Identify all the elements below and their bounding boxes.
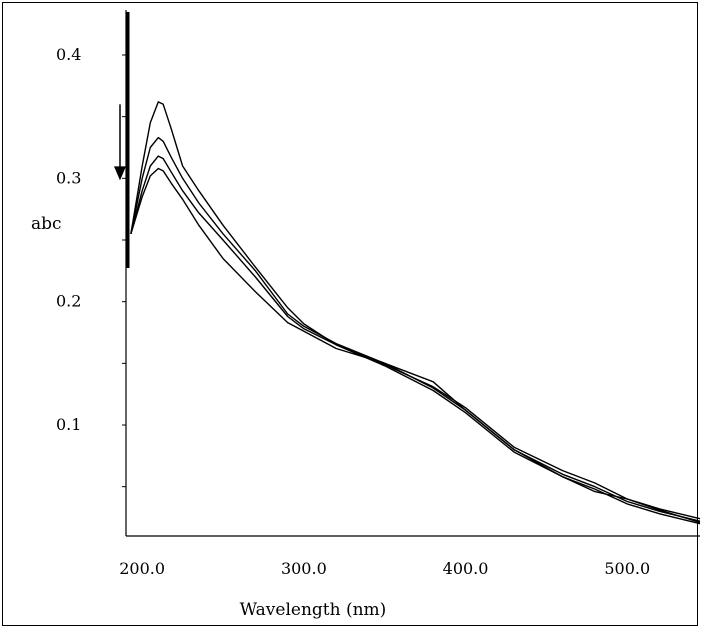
y-tick-label: 0.4 xyxy=(56,45,81,64)
x-tick-label: 300.0 xyxy=(281,559,327,578)
x-tick-label: 500.0 xyxy=(604,559,650,578)
decrease-arrow-head xyxy=(114,166,126,181)
x-tick-label: 400.0 xyxy=(443,559,489,578)
spectrum-series-line-2 xyxy=(130,136,701,522)
y-axis-title: abc xyxy=(31,214,62,234)
y-tick-label: 0.2 xyxy=(56,292,81,311)
x-axis-title: Wavelength (nm) xyxy=(240,600,387,620)
x-tick-label: 200.0 xyxy=(119,559,165,578)
y-tick-label: 0.3 xyxy=(56,168,81,187)
spectrum-series-line-1 xyxy=(130,101,701,520)
spectrum-series-line-4 xyxy=(130,167,701,525)
y-tick-label: 0.1 xyxy=(56,415,81,434)
spectrum-series-line-3 xyxy=(130,155,701,524)
